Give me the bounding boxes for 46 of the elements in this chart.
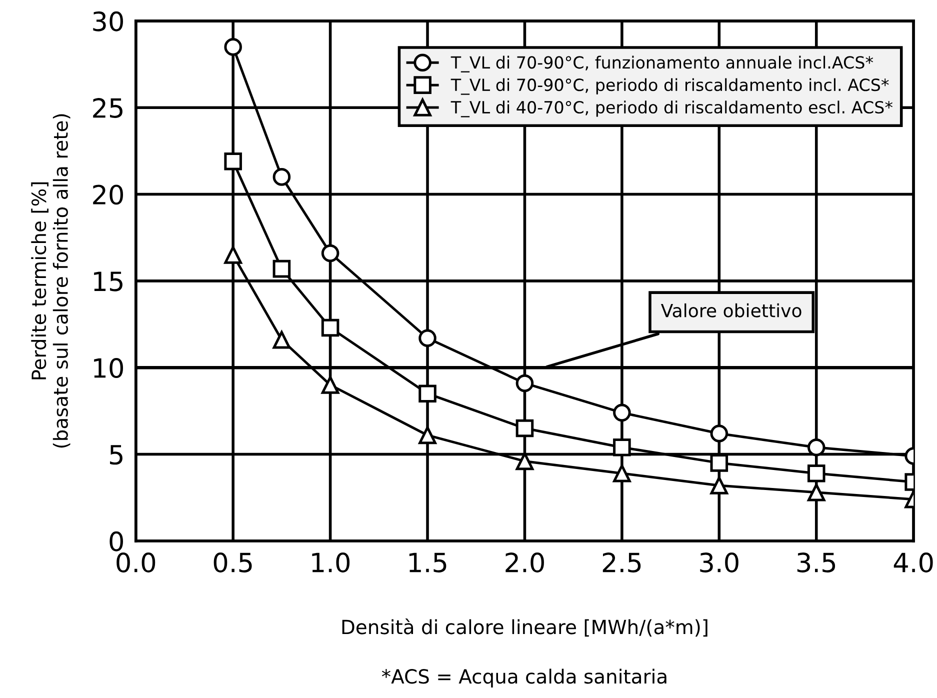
point xyxy=(321,244,340,262)
y-tick-label: 20 xyxy=(93,184,123,205)
x-tick-label: 0.5 xyxy=(214,552,252,572)
y-tick-label: 0 xyxy=(110,531,123,552)
point xyxy=(224,38,242,56)
point xyxy=(807,484,826,502)
point xyxy=(272,330,291,349)
x-tick-label: 1.0 xyxy=(312,552,350,572)
point xyxy=(418,426,436,444)
point xyxy=(321,376,340,394)
point xyxy=(710,424,728,442)
x-tick-label: 1.5 xyxy=(409,552,446,572)
legend-label: T_VL di 70-90°C, periodo di riscaldamento incl. ACS* xyxy=(450,78,889,95)
x-tick-label: 2.0 xyxy=(506,552,544,572)
point xyxy=(272,168,291,186)
legend-label: T_VL di 40-70°C, periodo di riscaldamento escl. ACS* xyxy=(450,100,893,118)
point xyxy=(418,329,436,348)
point xyxy=(710,476,728,494)
text: *ACS = Acqua calda sanitaria xyxy=(382,668,666,688)
x-tick-label: 4.0 xyxy=(894,552,933,572)
y-axis-title: Perdite termiche [%] (basate sul calore fornito alla rete) xyxy=(31,114,70,448)
point xyxy=(418,384,436,403)
legend-label: T_VL di 70-90°C, funzionamento annuale incl.ACS* xyxy=(450,56,874,72)
point xyxy=(807,464,826,482)
x-tick-label: 2.5 xyxy=(602,552,641,572)
point xyxy=(710,454,728,472)
y-tick-label: 25 xyxy=(93,98,122,118)
x-tick-label: 3.0 xyxy=(700,552,738,572)
point xyxy=(321,318,340,337)
x-axis-title: Densità di calore lineare [MWh/(a*m)] xyxy=(342,618,708,637)
y-tick-label: 15 xyxy=(94,272,122,292)
ref-line-label: Valore obiettivo xyxy=(660,303,802,318)
y-tick-label: 5 xyxy=(110,445,122,465)
point xyxy=(224,152,242,170)
y-tick-label: 10 xyxy=(94,358,123,378)
x-tick-label: 3.5 xyxy=(797,552,836,572)
point xyxy=(807,438,826,456)
point xyxy=(272,260,291,278)
point xyxy=(613,438,631,456)
point xyxy=(516,419,534,438)
point xyxy=(613,464,631,482)
point xyxy=(224,246,242,264)
x-tick-label: 0.0 xyxy=(116,552,156,572)
y-tick-label: 30 xyxy=(93,11,123,32)
point xyxy=(613,404,631,422)
point xyxy=(516,374,534,392)
